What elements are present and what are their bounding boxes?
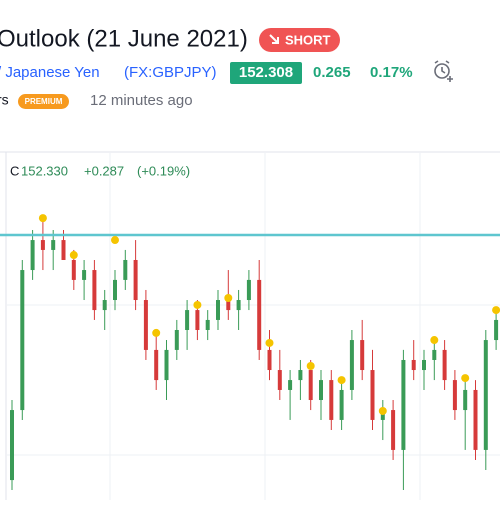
signal-marker [224, 294, 233, 303]
signal-marker [430, 336, 439, 345]
candle-body [339, 389, 344, 420]
candle-body [380, 410, 385, 420]
symbol-code[interactable]: (FX:GBPJPY) [124, 64, 217, 81]
legend-change: +0.287 [84, 163, 124, 178]
candle-body [10, 410, 14, 481]
candle-body [432, 349, 437, 360]
candle-body [40, 240, 45, 250]
candle-body [349, 340, 354, 390]
candle-body [308, 370, 313, 401]
signal-marker [152, 328, 161, 337]
candle-body [360, 340, 365, 371]
candle-body [319, 380, 323, 401]
candle-body [246, 279, 251, 301]
candle-body [216, 300, 220, 320]
premium-badge [18, 94, 69, 109]
candle-body [370, 370, 375, 420]
author[interactable]: rs [0, 92, 9, 108]
candle-body [452, 380, 457, 411]
candle-body [411, 359, 416, 371]
change-pct: 0.17% [370, 64, 413, 81]
candle-body [494, 319, 499, 341]
change: 0.265 [313, 64, 351, 81]
candle-body [92, 270, 97, 311]
signal-marker [461, 374, 470, 383]
short-badge [259, 28, 340, 52]
candle-body [123, 259, 128, 280]
candle-body [82, 270, 87, 280]
candle-body [195, 310, 200, 330]
candle-body [205, 319, 210, 330]
candle-body [20, 270, 25, 411]
short-label: SHORT [285, 32, 331, 47]
candle-body [288, 380, 293, 390]
candle-body [164, 349, 169, 381]
candle-body [236, 300, 241, 311]
signal-marker [265, 338, 274, 347]
idea-title: Outlook (21 June 2021) [0, 25, 248, 52]
signal-marker [306, 362, 315, 371]
legend-close: 152.330 [21, 163, 68, 178]
legend-c: C [10, 163, 19, 178]
signal-marker [38, 214, 47, 223]
premium-label: PREMIUM [25, 97, 63, 106]
price: 152.308 [239, 64, 293, 81]
alert-icon[interactable] [434, 60, 453, 82]
candle-body [422, 359, 426, 371]
candle-body [61, 240, 66, 260]
signal-marker [111, 236, 119, 245]
candle-body [463, 389, 468, 411]
candle-body [391, 410, 396, 450]
candle-body [133, 259, 138, 301]
candle-body [277, 370, 282, 390]
candle-body [71, 259, 76, 280]
published-time: 12 minutes ago [90, 92, 193, 109]
candle-body [401, 359, 406, 450]
signal-marker [378, 406, 387, 415]
candle-body [143, 300, 148, 350]
signal-marker [193, 300, 202, 309]
candle-body [329, 380, 334, 420]
candle-body [442, 349, 447, 381]
candle-body [267, 349, 272, 371]
signal-marker [337, 376, 346, 385]
candle-body [298, 370, 303, 381]
candle-body [154, 349, 159, 381]
legend-change-pct: (+0.19%) [137, 163, 190, 178]
candle-body [102, 300, 107, 311]
candle-body [226, 300, 231, 311]
candle-body [185, 310, 190, 330]
price-box [230, 62, 302, 84]
candle-body [174, 330, 179, 350]
plot [0, 153, 500, 500]
candle-body [257, 279, 262, 350]
candle-body [113, 279, 117, 301]
candle-body [483, 340, 488, 450]
short-icon [269, 34, 279, 44]
symbol-name[interactable]: / Japanese Yen [0, 64, 100, 81]
candle-body [473, 389, 478, 450]
candle-body [51, 240, 56, 250]
candle-body [30, 240, 35, 271]
signal-marker [69, 251, 78, 260]
signal-marker [492, 306, 500, 315]
